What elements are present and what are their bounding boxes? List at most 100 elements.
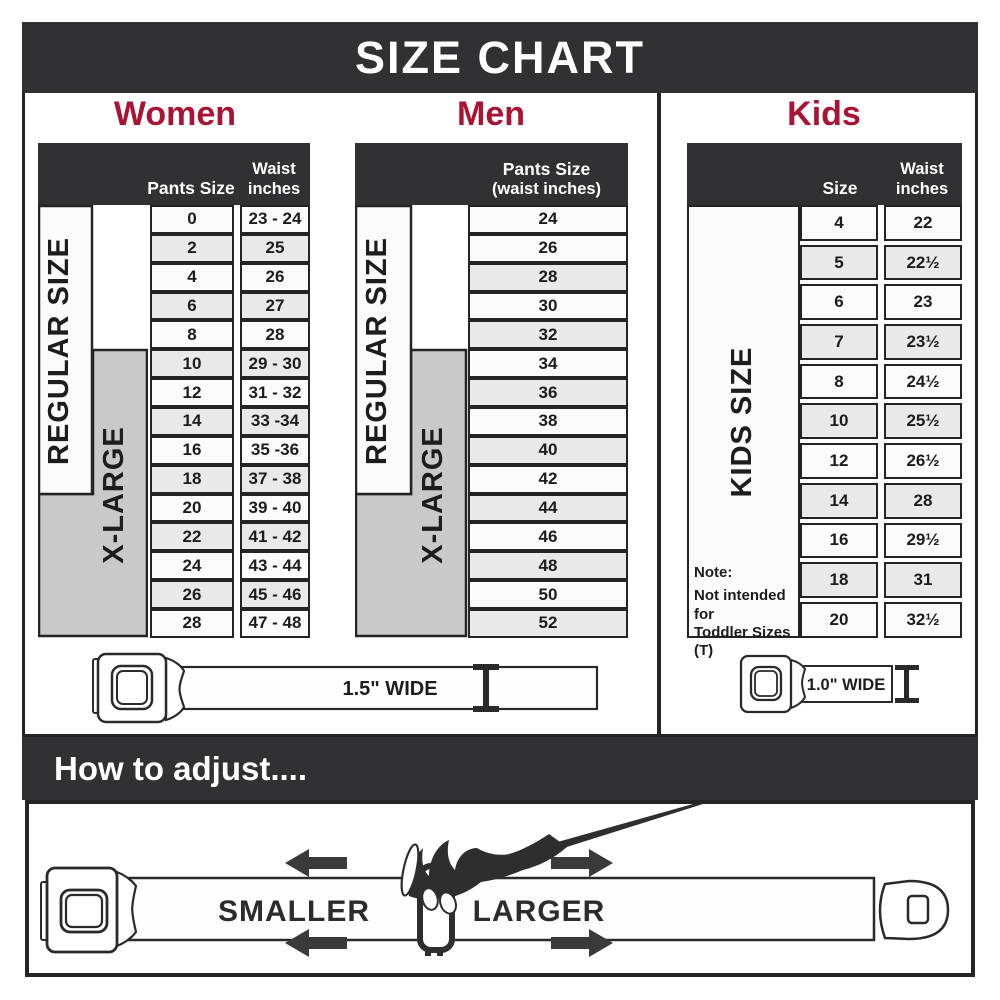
waist-cell: 26½ <box>884 443 962 479</box>
size-cell: 10 <box>800 403 878 440</box>
adult-belt-illustration: 1.5" WIDE <box>92 652 599 724</box>
adult-belt-width-label: 1.5" WIDE <box>342 678 437 700</box>
size-cell: 14 <box>150 407 234 436</box>
adult-buckle-neck <box>164 656 186 722</box>
size-cell: 10 <box>150 349 234 379</box>
kids-note: Note: Not intended for Toddler Sizes (T) <box>694 564 791 660</box>
women-section-heading: Women <box>113 95 237 133</box>
size-cell: 7 <box>800 324 878 360</box>
size-cell: 46 <box>468 522 628 552</box>
men-col-header: Pants Size (waist inches) <box>491 158 602 198</box>
size-cell: 48 <box>468 551 628 581</box>
kids-table-rows: 4 22 5 22½ 6 23 7 23½ 8 24½ 10 25½ 12 26½ 14 28 16 29½ 18 3… <box>800 205 962 638</box>
how-to-adjust-heading: How to adjust.... <box>54 749 307 787</box>
hand-icon <box>407 834 567 900</box>
section-divider <box>657 93 661 737</box>
waist-cell: 28 <box>240 320 310 350</box>
waist-cell: 43 - 44 <box>240 551 310 581</box>
arrow-right-lower-icon <box>551 929 613 957</box>
size-cell: 28 <box>150 609 234 638</box>
waist-cell: 25½ <box>884 403 962 440</box>
arrow-right-upper-icon <box>551 849 613 877</box>
women-regular-region <box>38 205 94 496</box>
size-cell: 4 <box>150 262 234 292</box>
size-cell: 6 <box>800 284 878 321</box>
size-cell: 0 <box>150 205 234 234</box>
size-cell: 16 <box>800 522 878 559</box>
size-cell: 16 <box>150 435 234 465</box>
women-table-rows: 0 23 - 24 2 25 4 26 6 27 8 28 10 29 - 30 12 31 - 32 14… <box>150 205 310 638</box>
size-cell: 30 <box>468 291 628 321</box>
waist-cell: 23 - 24 <box>240 205 310 234</box>
size-cell: 6 <box>150 291 234 321</box>
kids-table-header: Size Waist inches <box>687 143 962 205</box>
svg-text:KIDS SIZE: KIDS SIZE <box>726 347 758 498</box>
size-cell: 26 <box>150 580 234 610</box>
waist-cell: 28 <box>884 482 962 519</box>
women-regular-label: REGULAR SIZE <box>43 237 75 465</box>
size-cell: 12 <box>800 443 878 479</box>
women-col2-header: Waist inches <box>247 160 301 198</box>
waist-cell: 45 - 46 <box>240 580 310 610</box>
men-section-heading: Men <box>457 95 525 133</box>
adjust-buckle-neck <box>115 870 138 948</box>
waist-cell: 47 - 48 <box>240 609 310 638</box>
adjustment-diagram: SMALLER LARGER <box>40 804 950 957</box>
size-cell: 36 <box>468 378 628 408</box>
size-cell: 18 <box>800 562 878 598</box>
men-table-header: Pants Size (waist inches) <box>355 143 628 205</box>
men-regular-label: REGULAR SIZE <box>361 237 393 465</box>
page-title: SIZE CHART <box>355 31 645 83</box>
women-size-range-labels: REGULAR SIZE X-LARGE <box>38 205 148 638</box>
waist-cell: 25 <box>240 233 310 263</box>
waist-cell: 41 - 42 <box>240 522 310 552</box>
size-cell: 50 <box>468 580 628 610</box>
size-cell: 4 <box>800 205 878 241</box>
size-cell: 24 <box>150 551 234 581</box>
kids-belt-illustration: 1.0" WIDE <box>739 654 919 714</box>
size-cell: 22 <box>150 522 234 552</box>
size-cell: 20 <box>150 493 234 523</box>
waist-cell: 37 - 38 <box>240 464 310 494</box>
arrow-left-upper-icon <box>285 849 347 877</box>
waist-cell: 22 <box>884 205 962 241</box>
kids-size-label-box: KIDS SIZE Note: Not intended for Toddler… <box>687 205 800 659</box>
size-cell: 42 <box>468 464 628 494</box>
waist-cell: 35 -36 <box>240 435 310 465</box>
size-cell: 28 <box>468 262 628 292</box>
women-col1-header: Pants Size <box>147 178 235 199</box>
size-cell: 38 <box>468 407 628 436</box>
size-cell: 8 <box>800 363 878 400</box>
women-table-header: Pants Size Waist inches <box>38 143 310 205</box>
size-cell: 18 <box>150 464 234 494</box>
size-cell: 34 <box>468 349 628 379</box>
waist-cell: 26 <box>240 262 310 292</box>
size-cell: 44 <box>468 493 628 523</box>
size-cell: 2 <box>150 233 234 263</box>
smaller-label: SMALLER <box>218 895 370 928</box>
size-cell: 12 <box>150 378 234 408</box>
waist-cell: 23½ <box>884 324 962 360</box>
waist-cell: 22½ <box>884 244 962 281</box>
waist-cell: 33 -34 <box>240 407 310 436</box>
size-cell: 14 <box>800 482 878 519</box>
size-cell: 20 <box>800 601 878 638</box>
adult-belt-strap <box>176 665 599 711</box>
men-xlarge-label: X-LARGE <box>417 426 449 564</box>
waist-cell: 23 <box>884 284 962 321</box>
kids-belt-strap <box>798 665 893 703</box>
title-bar: SIZE CHART <box>22 22 978 93</box>
men-regular-region <box>355 205 413 496</box>
men-size-range-labels: REGULAR SIZE X-LARGE <box>355 205 468 638</box>
size-cell: 8 <box>150 320 234 350</box>
men-table-rows: 24 26 28 30 32 34 36 38 40 42 44 46 48 50 52 <box>468 205 628 638</box>
women-xlarge-label: X-LARGE <box>98 426 130 564</box>
size-cell: 5 <box>800 244 878 281</box>
kids-buckle-neck <box>790 658 807 710</box>
waist-cell: 29 - 30 <box>240 349 310 379</box>
size-cell: 40 <box>468 435 628 465</box>
size-cell: 24 <box>468 205 628 234</box>
waist-cell: 27 <box>240 291 310 321</box>
waist-cell: 29½ <box>884 522 962 559</box>
waist-cell: 31 - 32 <box>240 378 310 408</box>
